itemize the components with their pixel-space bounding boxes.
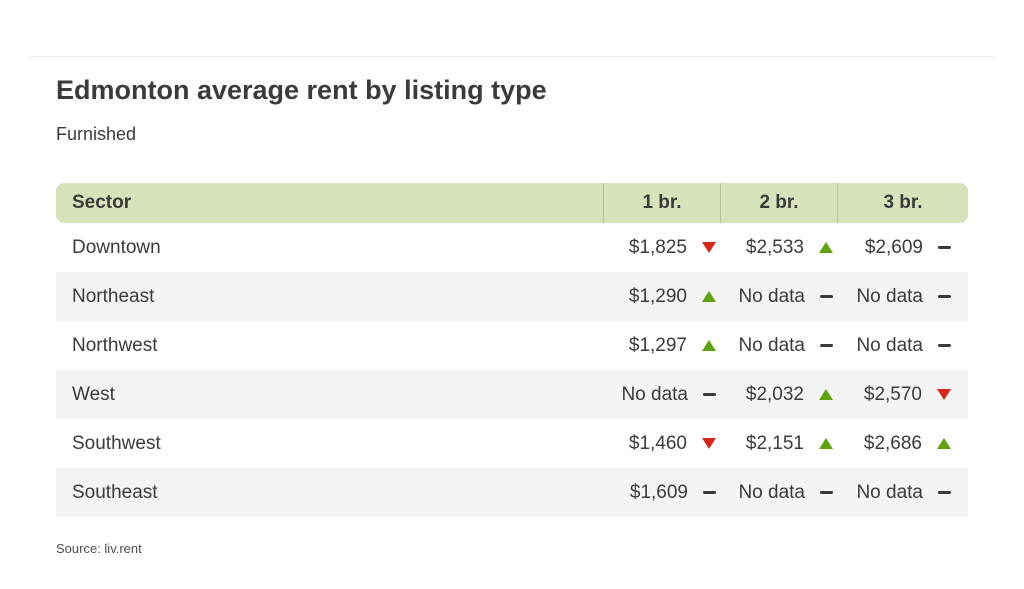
table-row: West No data $2,032 $2,570 [56, 370, 968, 419]
rent-value: $1,825 [628, 236, 687, 258]
rent-value: $2,032 [745, 383, 804, 405]
value-cell-3br: $2,570 [837, 384, 968, 406]
value-cell-2br: No data [720, 286, 837, 308]
rent-value: No data [621, 383, 688, 405]
trend-up-icon [702, 291, 716, 302]
rent-value: $1,290 [628, 285, 687, 307]
rent-value: No data [738, 285, 805, 307]
trend-flat-icon [703, 491, 716, 494]
value-cell-2br: No data [720, 482, 837, 504]
value-cell-1br: $1,609 [603, 482, 720, 504]
sector-label: Southwest [72, 432, 161, 454]
trend-down-icon [937, 389, 951, 400]
value-cell-1br: $1,297 [603, 335, 720, 357]
rent-value: $2,151 [745, 432, 804, 454]
table-row: Northwest $1,297 No data No data [56, 321, 968, 370]
rent-value: No data [856, 285, 923, 307]
trend-up-icon [819, 438, 833, 449]
column-header-3br: 3 br. [837, 183, 968, 223]
trend-flat-icon [820, 491, 833, 494]
trend-up-icon [819, 389, 833, 400]
value-cell-1br: $1,460 [603, 433, 720, 455]
trend-flat-icon [938, 344, 951, 347]
trend-flat-icon [938, 491, 951, 494]
column-header-2br: 2 br. [720, 183, 837, 223]
trend-flat-icon [938, 295, 951, 298]
value-cell-1br: No data [603, 384, 720, 406]
table-row: Downtown $1,825 $2,533 $2,609 [56, 223, 968, 272]
rent-value: $2,570 [863, 383, 922, 405]
rent-value: No data [738, 334, 805, 356]
trend-up-icon [819, 242, 833, 253]
sector-label: Northwest [72, 334, 158, 356]
value-cell-3br: $2,686 [837, 433, 968, 455]
table-row: Southwest $1,460 $2,151 $2,686 [56, 419, 968, 468]
value-cell-2br: $2,151 [720, 433, 837, 455]
trend-up-icon [702, 340, 716, 351]
table-row: Northeast $1,290 No data No data [56, 272, 968, 321]
rent-value: No data [738, 481, 805, 503]
column-header-1br: 1 br. [603, 183, 720, 223]
sector-label: West [72, 383, 115, 405]
rent-value: $1,460 [628, 432, 687, 454]
value-cell-2br: $2,032 [720, 384, 837, 406]
trend-down-icon [702, 438, 716, 449]
sector-label: Downtown [72, 236, 161, 258]
column-header-sector: Sector [72, 192, 132, 213]
source-note: Source: liv.rent [56, 541, 142, 556]
value-cell-2br: $2,533 [720, 237, 837, 259]
rent-value: $2,609 [864, 236, 923, 258]
rent-value: No data [856, 481, 923, 503]
rent-value: $1,297 [628, 334, 687, 356]
value-cell-1br: $1,290 [603, 286, 720, 308]
rent-value: $2,533 [745, 236, 804, 258]
trend-down-icon [702, 242, 716, 253]
value-cell-3br: No data [837, 286, 968, 308]
table-row: Southeast $1,609 No data No data [56, 468, 968, 517]
rent-value: No data [856, 334, 923, 356]
rent-value: $2,686 [863, 432, 922, 454]
trend-up-icon [937, 438, 951, 449]
value-cell-2br: No data [720, 335, 837, 357]
value-cell-3br: No data [837, 335, 968, 357]
top-divider [28, 56, 996, 57]
table-header-row: Sector 1 br. 2 br. 3 br. [56, 183, 968, 223]
sector-label: Northeast [72, 285, 155, 307]
trend-flat-icon [820, 295, 833, 298]
trend-flat-icon [938, 246, 951, 249]
page-title: Edmonton average rent by listing type [56, 75, 547, 105]
sector-label: Southeast [72, 481, 158, 503]
value-cell-3br: No data [837, 482, 968, 504]
value-cell-1br: $1,825 [603, 237, 720, 259]
trend-flat-icon [703, 393, 716, 396]
table-body: Downtown $1,825 $2,533 $2,609 Northeast $1,29… [56, 223, 968, 517]
rent-value: $1,609 [629, 481, 688, 503]
page-subtitle: Furnished [56, 124, 137, 144]
rent-table: Sector 1 br. 2 br. 3 br. Downtown $1,825 $… [56, 183, 968, 517]
trend-flat-icon [820, 344, 833, 347]
value-cell-3br: $2,609 [837, 237, 968, 259]
